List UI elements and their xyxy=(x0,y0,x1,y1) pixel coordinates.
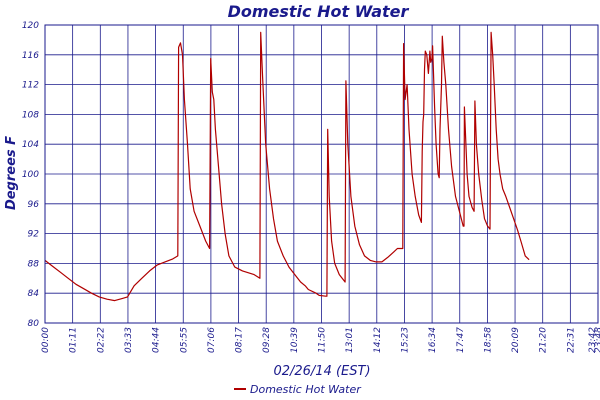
grid xyxy=(44,24,598,324)
x-tick-label: 13:01 xyxy=(345,327,355,353)
y-tick-label: 96 xyxy=(28,200,40,210)
x-tick-label: 21:20 xyxy=(539,327,549,353)
x-axis-label: 02/26/14 (EST) xyxy=(273,364,370,379)
x-tick-label: 23:42 xyxy=(588,327,598,353)
x-tick-label: 17:47 xyxy=(456,327,466,353)
x-tick-label: 09:28 xyxy=(262,327,272,353)
x-tick-label: 14:12 xyxy=(373,327,383,353)
y-tick-labels: 80 84 88 92 96 100 104 108 112 116 120 xyxy=(22,21,39,329)
x-tick-label: 08:17 xyxy=(235,327,245,353)
chart-title: Domestic Hot Water xyxy=(228,2,410,21)
series-line xyxy=(44,31,530,302)
y-tick-label: 104 xyxy=(22,140,39,150)
x-tick-label: 01:11 xyxy=(69,327,79,353)
x-tick-label: 05:55 xyxy=(179,327,189,353)
x-tick-label: 20:09 xyxy=(511,327,521,353)
series-layer xyxy=(44,31,530,302)
y-tick-label: 84 xyxy=(28,289,40,299)
x-tick-label: 16:34 xyxy=(428,327,438,353)
x-tick-label: 03:33 xyxy=(124,327,134,353)
x-tick-label: 10:39 xyxy=(290,327,300,353)
y-tick-label: 88 xyxy=(28,259,40,269)
y-axis-label: Degrees F xyxy=(4,136,19,210)
y-tick-label: 112 xyxy=(22,81,39,91)
x-tick-label: 18:58 xyxy=(483,327,493,353)
x-tick-labels: 00:00 01:11 02:22 03:33 04:44 05:55 07:06 08:17… xyxy=(41,327,600,353)
x-tick-label: 04:44 xyxy=(152,327,162,353)
y-tick-label: 80 xyxy=(28,319,40,329)
x-tick-label: 00:00 xyxy=(41,327,51,353)
x-tick-label: 23:48 xyxy=(594,327,600,353)
y-tick-label: 92 xyxy=(28,230,40,240)
legend: Domestic Hot Water xyxy=(234,383,362,396)
y-tick-label: 120 xyxy=(22,21,39,31)
legend-label: Domestic Hot Water xyxy=(250,383,362,396)
x-tick-label: 02:22 xyxy=(96,327,106,353)
x-tick-label: 15:23 xyxy=(400,327,410,353)
y-tick-label: 108 xyxy=(22,110,39,120)
x-tick-label: 11:50 xyxy=(318,327,328,353)
x-tick-label: 22:31 xyxy=(566,327,576,353)
y-tick-label: 116 xyxy=(22,51,39,61)
y-tick-label: 100 xyxy=(22,170,39,180)
x-tick-label: 07:06 xyxy=(207,327,217,353)
plot-frame xyxy=(44,24,599,324)
